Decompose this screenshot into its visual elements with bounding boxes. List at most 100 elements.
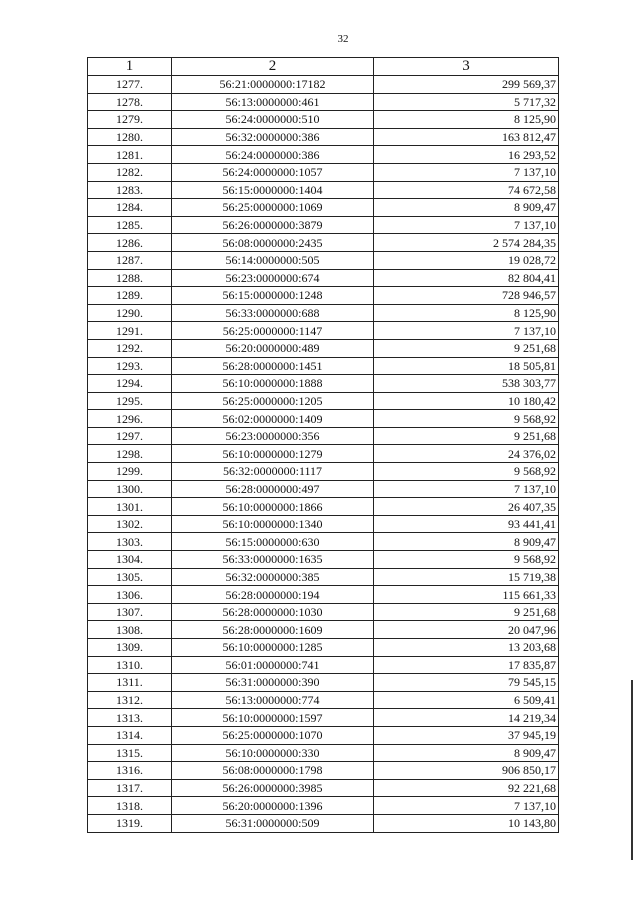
row-number-cell: 1303. [87,532,172,552]
cadastral-number-cell: 56:14:0000000:505 [171,250,374,270]
amount-cell: 8 909,47 [373,198,559,217]
amount-cell: 8 909,47 [373,743,559,763]
amount-cell: 17 835,87 [373,655,559,675]
amount-cell: 9 251,68 [373,426,559,446]
table-row: 1283. 56:15:0000000:1404 74 672,58 [87,180,559,200]
cadastral-number-cell: 56:28:0000000:1609 [171,620,374,639]
table-row: 1311. 56:31:0000000:390 79 545,15 [87,673,559,692]
amount-cell: 79 545,15 [373,673,559,692]
row-number-cell: 1313. [87,708,172,727]
cadastral-number-cell: 56:10:0000000:1888 [171,374,374,393]
amount-cell: 10 180,42 [373,391,559,411]
row-number-cell: 1282. [87,162,172,182]
table-row: 1307. 56:28:0000000:1030 9 251,68 [87,602,559,622]
scan-edge-line [631,680,633,860]
cadastral-number-cell: 56:24:0000000:386 [171,145,374,164]
cadastral-number-cell: 56:15:0000000:1404 [171,180,374,200]
amount-cell: 6 509,41 [373,690,559,710]
table-row: 1306. 56:28:0000000:194 115 661,33 [87,585,559,604]
table-row: 1278. 56:13:0000000:461 5 717,32 [87,92,559,112]
table-row: 1304. 56:33:0000000:1635 9 568,92 [87,550,559,569]
table-header-row: 1 2 3 [87,57,559,76]
row-number-cell: 1299. [87,462,172,481]
cadastral-number-cell: 56:33:0000000:1635 [171,550,374,569]
table-row: 1314. 56:25:0000000:1070 37 945,19 [87,725,559,745]
table-row: 1301. 56:10:0000000:1866 26 407,35 [87,497,559,516]
header-col-1: 1 [87,57,172,76]
table-row: 1317. 56:26:0000000:3985 92 221,68 [87,778,559,798]
row-number-cell: 1309. [87,638,172,657]
amount-cell: 7 137,10 [373,321,559,340]
cadastral-number-cell: 56:28:0000000:194 [171,585,374,604]
table-row: 1299. 56:32:0000000:1117 9 568,92 [87,462,559,481]
cadastral-number-cell: 56:01:0000000:741 [171,655,374,675]
amount-cell: 8 125,90 [373,110,559,129]
row-number-cell: 1293. [87,356,172,376]
table-row: 1288. 56:23:0000000:674 82 804,41 [87,268,559,288]
table-row: 1305. 56:32:0000000:385 15 719,38 [87,567,559,587]
cadastral-number-cell: 56:31:0000000:509 [171,813,374,833]
amount-cell: 7 137,10 [373,162,559,182]
cadastral-number-cell: 56:21:0000000:17182 [171,75,374,94]
table-row: 1284. 56:25:0000000:1069 8 909,47 [87,198,559,217]
row-number-cell: 1281. [87,145,172,164]
row-number-cell: 1298. [87,444,172,464]
table-row: 1293. 56:28:0000000:1451 18 505,81 [87,356,559,376]
row-number-cell: 1311. [87,673,172,692]
table-row: 1286. 56:08:0000000:2435 2 574 284,35 [87,233,559,252]
table-row: 1291. 56:25:0000000:1147 7 137,10 [87,321,559,340]
row-number-cell: 1288. [87,268,172,288]
row-number-cell: 1302. [87,514,172,534]
row-number-cell: 1319. [87,813,172,833]
cadastral-number-cell: 56:20:0000000:1396 [171,796,374,815]
amount-cell: 299 569,37 [373,75,559,94]
table-row: 1297. 56:23:0000000:356 9 251,68 [87,426,559,446]
cadastral-number-cell: 56:28:0000000:1030 [171,602,374,622]
table-row: 1287. 56:14:0000000:505 19 028,72 [87,250,559,270]
amount-cell: 15 719,38 [373,567,559,587]
row-number-cell: 1292. [87,338,172,358]
amount-cell: 20 047,96 [373,620,559,639]
table-row: 1310. 56:01:0000000:741 17 835,87 [87,655,559,675]
cadastral-number-cell: 56:20:0000000:489 [171,338,374,358]
amount-cell: 115 661,33 [373,585,559,604]
table-row: 1319. 56:31:0000000:509 10 143,80 [87,813,559,833]
cadastral-number-cell: 56:10:0000000:1597 [171,708,374,727]
cadastral-number-cell: 56:33:0000000:688 [171,303,374,323]
row-number-cell: 1286. [87,233,172,252]
cadastral-number-cell: 56:24:0000000:1057 [171,162,374,182]
table-row: 1309. 56:10:0000000:1285 13 203,68 [87,638,559,657]
row-number-cell: 1318. [87,796,172,815]
row-number-cell: 1312. [87,690,172,710]
amount-cell: 9 568,92 [373,409,559,428]
row-number-cell: 1304. [87,550,172,569]
row-number-cell: 1306. [87,585,172,604]
cadastral-number-cell: 56:25:0000000:1069 [171,198,374,217]
cadastral-number-cell: 56:25:0000000:1205 [171,391,374,411]
table-row: 1302. 56:10:0000000:1340 93 441,41 [87,514,559,534]
cadastral-number-cell: 56:32:0000000:1117 [171,462,374,481]
row-number-cell: 1294. [87,374,172,393]
row-number-cell: 1301. [87,497,172,516]
header-col-3: 3 [373,57,559,76]
row-number-cell: 1308. [87,620,172,639]
table-row: 1315. 56:10:0000000:330 8 909,47 [87,743,559,763]
table-row: 1312. 56:13:0000000:774 6 509,41 [87,690,559,710]
amount-cell: 24 376,02 [373,444,559,464]
row-number-cell: 1285. [87,215,172,235]
cadastral-number-cell: 56:32:0000000:385 [171,567,374,587]
table-row: 1294. 56:10:0000000:1888 538 303,77 [87,374,559,393]
amount-cell: 8 125,90 [373,303,559,323]
amount-cell: 5 717,32 [373,92,559,112]
cadastral-number-cell: 56:10:0000000:1340 [171,514,374,534]
cadastral-number-cell: 56:26:0000000:3879 [171,215,374,235]
table-row: 1295. 56:25:0000000:1205 10 180,42 [87,391,559,411]
cadastral-number-cell: 56:24:0000000:510 [171,110,374,129]
row-number-cell: 1287. [87,250,172,270]
amount-cell: 18 505,81 [373,356,559,376]
table-row: 1318. 56:20:0000000:1396 7 137,10 [87,796,559,815]
table-row: 1290. 56:33:0000000:688 8 125,90 [87,303,559,323]
table-row: 1313. 56:10:0000000:1597 14 219,34 [87,708,559,727]
table-row: 1316. 56:08:0000000:1798 906 850,17 [87,761,559,780]
row-number-cell: 1310. [87,655,172,675]
